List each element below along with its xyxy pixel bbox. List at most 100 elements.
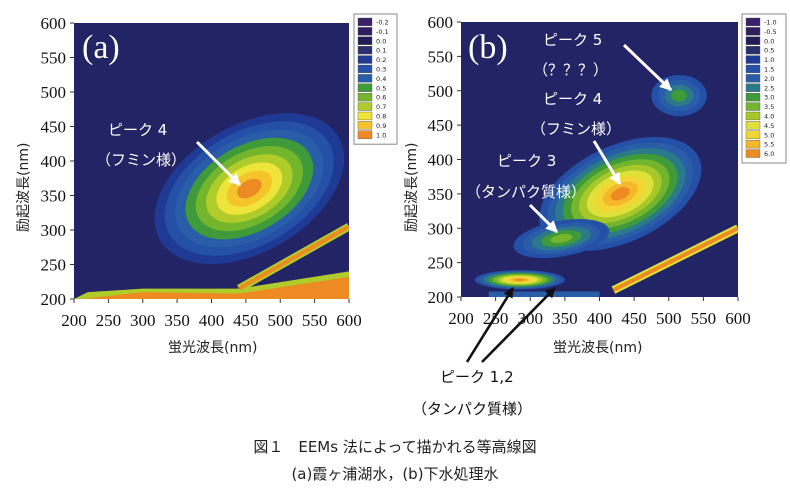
figure-caption-subtitle: (a)霞ヶ浦湖水，(b)下水処理水 [291,465,499,483]
y-tick-label: 500 [41,83,67,102]
figure-caption-title: 図１ EEMs 法によって描かれる等高線図 [253,438,537,456]
y-tick-label: 350 [41,187,67,206]
x-tick-label: 250 [96,311,122,330]
legend-swatch [745,139,761,149]
heatmap-panel-b: 200 250 300 350 400 450 500 550 600 200 250 300 350 4… [404,13,787,363]
legend-label: 0.5 [376,84,386,92]
contour-level [610,187,630,201]
x-tick-label: 200 [448,309,474,328]
legend-label: 1.5 [764,66,774,74]
legend-label: 0.0 [376,37,386,45]
legend-swatch [745,92,761,102]
legend-label: 0.2 [376,56,386,64]
legend-label: 1.0 [764,56,774,64]
legend-label: -0.2 [376,19,389,27]
arrow-b-peak3 [528,203,559,234]
legend-b: -1.0-0.50.00.51.01.52.02.53.03.54.04.55.… [741,13,787,164]
y-tick-label: 200 [41,290,67,309]
legend-swatch [357,55,373,64]
x-tick-label: 250 [483,309,509,328]
y-tick-label: 600 [41,14,67,33]
legend-label: 5.5 [764,141,774,149]
y-tick-label: 200 [428,288,454,307]
y-tick-label: 300 [428,219,454,238]
annotation-b-peak12-sub: （タンパク質様） [412,400,532,418]
x-axis-label-b: 蛍光波長(nm) [553,340,642,356]
legend-label: 3.5 [764,103,774,111]
x-tick-label: 450 [621,309,647,328]
legend-swatch [357,83,373,92]
legend-swatch [357,17,373,27]
annotation-a-peak4-sub: （フミン様） [96,151,186,169]
legend-label: 0.5 [764,47,774,55]
scatter-region [80,276,349,299]
x-tick-label: 300 [130,311,156,330]
legend-swatch [745,102,761,111]
x-tick-label: 550 [302,311,328,330]
x-tick-label: 300 [518,309,544,328]
legend-label: 0.9 [376,122,386,130]
y-tick-label: 350 [428,185,454,204]
scatter-region [488,291,600,297]
panel-label-a: (a) [82,29,120,66]
legend-label: 0.1 [376,47,386,55]
y-tick-label: 250 [41,256,67,275]
legend-swatch [745,46,761,55]
rayleigh-band-core [612,226,738,292]
legend-swatch [357,36,373,45]
arrow-a-peak4 [195,140,242,187]
legend-label: 1.0 [376,131,386,139]
x-tick-label: 600 [336,311,362,330]
legend-label: 6.0 [764,150,774,158]
y-tick-label: 550 [41,49,67,68]
legend-swatch [745,55,761,64]
x-tick-label: 550 [691,309,717,328]
y-tick-label: 550 [428,47,454,66]
legend-a: -0.2-0.10.0 0.10.2 0.30.40.5 0.60.7 0.80.91.… [353,13,398,145]
contour-level [514,278,526,281]
x-tick-label: 200 [61,311,87,330]
x-tick-label: 600 [725,309,751,328]
legend-swatch [357,111,373,121]
legend-label: 0.3 [376,66,386,74]
legend-label: 0.4 [376,75,386,83]
heatmap-panel-a: 200 250 300 350 400 450 500 550 600 200 250 300 350 4… [16,13,398,356]
contour-level [550,234,573,244]
legend-swatch [745,130,761,139]
contour-layer-b [474,74,738,297]
legend-swatch [357,130,373,139]
y-tick-label: 300 [41,221,67,240]
rayleigh-band-core [238,224,349,291]
legend-label: 3.0 [764,94,774,102]
annotation-b-peak3-name: ピーク 3 [497,152,556,170]
x-axis-label-a: 蛍光波長(nm) [168,340,257,356]
annotation-b-peak5-name: ピーク 5 [543,31,602,49]
legend-swatch [745,27,761,36]
legend-swatch [357,46,373,55]
x-tick-label: 400 [587,309,613,328]
legend-swatch [357,74,373,83]
legend-label: -0.1 [376,28,389,36]
legend-label: 0.6 [376,94,386,102]
legend-swatch [745,17,761,27]
annotation-b-peak5-sub: （？？？） [533,61,608,79]
legend-label: 0.7 [376,103,386,111]
x-tick-label: 350 [164,311,190,330]
legend-swatch [745,74,761,83]
x-tick-label: 400 [199,311,225,330]
legend-swatch [745,149,761,158]
annotation-b-peak4-name: ピーク 4 [543,90,602,108]
legend-swatch [357,64,373,74]
axes-a: 200 250 300 350 400 450 500 550 600 200 250 300 350 4… [41,14,362,330]
y-tick-label: 450 [41,118,67,137]
legend-swatch [357,121,373,130]
x-tick-label: 350 [552,309,578,328]
contour-level [671,89,688,102]
legend-label: 2.0 [764,75,774,83]
y-tick-label: 400 [428,151,454,170]
y-tick-label: 500 [428,82,454,101]
legend-label: 5.0 [764,131,774,139]
legend-swatch [745,121,761,130]
legend-label: 2.5 [764,84,774,92]
